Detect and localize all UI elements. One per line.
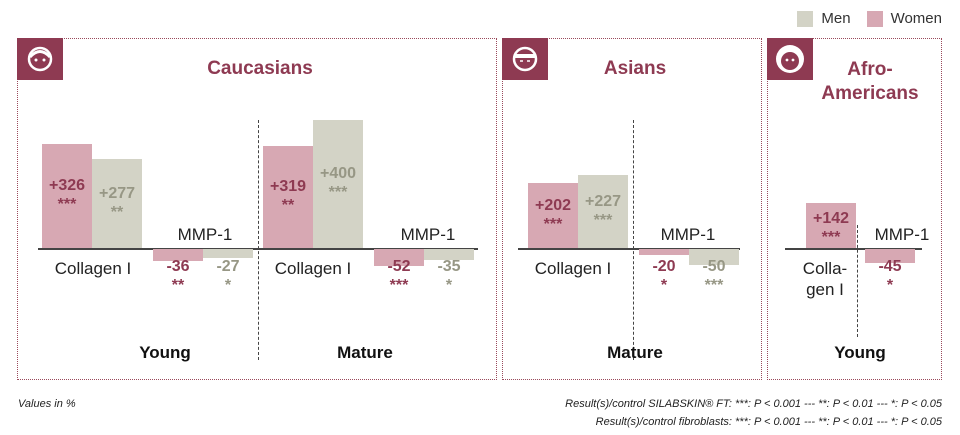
- legend-men-label: Men: [821, 10, 851, 27]
- women-value-label: -52 ***: [374, 257, 424, 295]
- divider-afro-americans: [857, 225, 858, 337]
- legend: Men Women: [797, 10, 942, 27]
- axis-line: [633, 248, 740, 250]
- value: +202: [534, 196, 572, 214]
- significance: *: [660, 277, 668, 294]
- men-bar: [578, 175, 628, 248]
- men-bar: [689, 249, 739, 265]
- significance-note-silabskin: Result(s)/control SILABSKIN® FT: ***: P …: [565, 398, 942, 410]
- axis-line: [518, 248, 633, 250]
- value: +319: [269, 177, 307, 195]
- women-value-label: -20 *: [639, 257, 689, 295]
- women-bar: [42, 143, 92, 248]
- group-label: Young: [139, 343, 191, 362]
- men-bar: [313, 120, 363, 248]
- afro-american-face-icon: [767, 38, 813, 80]
- value: -50: [702, 258, 726, 275]
- category-label: Collagen I: [54, 259, 132, 278]
- asian-face-icon: [502, 38, 548, 80]
- men-value-label: +400 ***: [313, 164, 363, 202]
- significance-note-fibroblasts: Result(s)/control fibroblasts: ***: P < …: [595, 416, 942, 428]
- significance: **: [110, 203, 124, 221]
- women-value-label: -36 **: [153, 257, 203, 295]
- men-value-label: -27 *: [203, 257, 253, 295]
- value: -20: [652, 258, 676, 275]
- legend-women-swatch: [866, 10, 883, 27]
- women-bar: [639, 249, 689, 256]
- women-bar: [865, 249, 915, 264]
- significance: ***: [328, 184, 348, 201]
- women-bar: [263, 145, 313, 248]
- panel-title-caucasians: Caucasians: [207, 58, 313, 79]
- significance: ***: [57, 195, 77, 213]
- category-label: MMP-1: [660, 225, 716, 244]
- axis-line: [858, 248, 922, 250]
- group-label: Mature: [607, 343, 663, 362]
- men-value-label: -35 *: [424, 257, 474, 295]
- legend-women-label: Women: [890, 10, 942, 27]
- value: +277: [98, 184, 136, 202]
- panel-title-asians: Asians: [603, 58, 667, 79]
- value: -45: [878, 258, 902, 275]
- significance: *: [224, 277, 232, 294]
- women-bar: [153, 249, 203, 261]
- women-value-label: +326 ***: [42, 176, 92, 214]
- women-value-label: +319 **: [263, 177, 313, 215]
- value: +227: [584, 192, 622, 210]
- significance: ***: [704, 277, 724, 294]
- value: +326: [48, 176, 86, 194]
- axis-line: [785, 248, 858, 250]
- women-value-label: +142 ***: [806, 209, 856, 247]
- significance: ***: [389, 277, 409, 294]
- value: -36: [166, 258, 190, 275]
- women-value-label: +202 ***: [528, 196, 578, 234]
- group-label: Young: [834, 343, 886, 362]
- value: -27: [216, 258, 240, 275]
- divider-caucasians: [258, 120, 259, 360]
- category-label: Collagen I: [274, 259, 352, 278]
- women-value-label: -45 *: [865, 257, 915, 295]
- category-label: Colla- gen I: [802, 259, 848, 299]
- axis-line: [368, 248, 478, 250]
- category-label: MMP-1: [177, 225, 233, 244]
- women-bar: [374, 249, 424, 266]
- legend-men-swatch: [797, 10, 814, 27]
- value: -35: [437, 258, 461, 275]
- units-note: Values in %: [18, 398, 76, 410]
- axis-line: [148, 248, 258, 250]
- significance: *: [445, 277, 453, 294]
- value: +400: [319, 165, 357, 182]
- significance: ***: [593, 211, 613, 229]
- significance: ***: [543, 215, 563, 233]
- panel-title-afro-americans: Afro-Americans: [821, 59, 919, 104]
- significance: ***: [821, 228, 841, 246]
- men-value-label: -50 ***: [689, 257, 739, 295]
- value: -52: [387, 258, 411, 275]
- women-bar: [806, 202, 856, 248]
- value: +142: [812, 209, 850, 227]
- men-bar: [92, 159, 142, 248]
- men-value-label: +277 **: [92, 184, 142, 222]
- women-bar: [528, 183, 578, 248]
- category-label: MMP-1: [874, 225, 930, 244]
- significance: *: [886, 277, 894, 294]
- men-value-label: +227 ***: [578, 192, 628, 230]
- panel-afro-americans: [767, 38, 942, 380]
- divider-asians: [633, 120, 634, 360]
- significance: **: [281, 196, 295, 214]
- group-label: Mature: [337, 343, 393, 362]
- caucasian-face-icon: [17, 38, 63, 80]
- category-label: Collagen I: [534, 259, 612, 278]
- category-label: MMP-1: [400, 225, 456, 244]
- panel-caucasians: [17, 38, 497, 380]
- men-bar: [203, 249, 253, 258]
- significance: **: [171, 277, 185, 294]
- panel-asians: [502, 38, 762, 380]
- men-bar: [424, 249, 474, 261]
